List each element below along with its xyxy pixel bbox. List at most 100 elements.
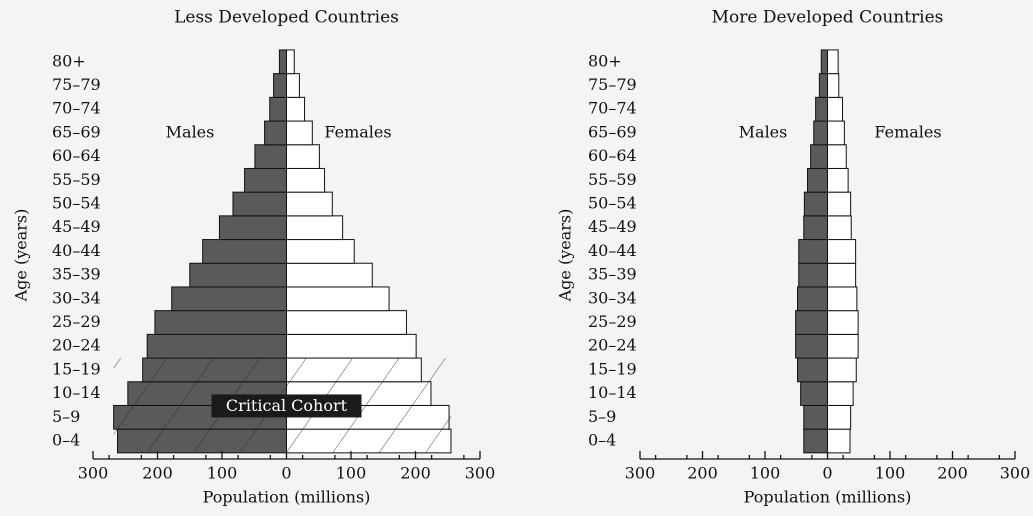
age-label: 0–4 [588, 431, 616, 450]
bar [800, 381, 828, 406]
age-label: 55–59 [588, 170, 637, 189]
age-label: 5–9 [52, 407, 80, 426]
bar [286, 96, 306, 122]
age-label: 65–69 [588, 122, 637, 141]
age-label: 40–44 [52, 241, 101, 260]
bar [827, 167, 849, 193]
bar [286, 120, 313, 146]
bar [827, 310, 859, 335]
y-axis-label: Age (years) [556, 209, 575, 303]
age-label: 0–4 [52, 431, 80, 450]
bar [827, 428, 851, 454]
x-tick-label: 200 [937, 464, 968, 483]
bar [827, 404, 852, 430]
bar [232, 191, 287, 217]
x-axis-label: Population (millions) [744, 488, 912, 507]
bar [810, 144, 828, 169]
x-tick-label: 100 [875, 464, 906, 483]
age-label: 30–34 [588, 288, 637, 307]
age-label: 80+ [588, 51, 622, 70]
age-label: 60–64 [52, 146, 101, 165]
bar [827, 262, 857, 288]
bar [827, 96, 843, 122]
bar [286, 333, 417, 359]
age-label: 20–24 [588, 336, 637, 355]
annotation-box [211, 394, 362, 418]
bar [154, 310, 287, 335]
bar [820, 49, 828, 75]
age-label: 70–74 [588, 99, 637, 118]
bar [798, 239, 828, 264]
bar [795, 310, 828, 335]
age-label: 20–24 [52, 336, 101, 355]
age-label: 25–29 [588, 312, 637, 331]
age-label: 35–39 [52, 265, 101, 284]
x-tick-label: 200 [687, 464, 718, 483]
bar [278, 49, 287, 75]
bar [286, 310, 407, 335]
age-label: 55–59 [52, 170, 101, 189]
bar [286, 49, 295, 75]
bar [827, 215, 852, 241]
bar [286, 144, 320, 169]
age-label: 10–14 [52, 383, 101, 402]
bar [286, 215, 344, 241]
bar [795, 333, 828, 359]
bar [286, 167, 326, 193]
chart-title: Less Developed Countries [174, 8, 399, 28]
age-label: 50–54 [52, 194, 101, 213]
age-label: 60–64 [588, 146, 637, 165]
age-label: 40–44 [588, 241, 637, 260]
bar [815, 96, 828, 122]
x-tick-label: 100 [750, 464, 781, 483]
annotation: Critical Cohort [226, 396, 348, 415]
x-tick-label: 300 [78, 464, 109, 483]
bar [827, 286, 858, 312]
x-axis-label: Population (millions) [203, 488, 371, 507]
age-label: 75–79 [588, 75, 637, 94]
series-label: Females [324, 123, 391, 142]
age-label: 10–14 [588, 383, 637, 402]
bar [244, 167, 287, 193]
x-tick-label: 200 [142, 464, 173, 483]
bar [803, 428, 828, 454]
bar [827, 144, 847, 169]
age-label: 15–19 [588, 359, 637, 378]
bar [146, 333, 287, 359]
y-axis-label: Age (years) [12, 209, 31, 303]
bar [827, 191, 852, 217]
age-label: 15–19 [52, 359, 101, 378]
age-label: 75–79 [52, 75, 101, 94]
bar [827, 239, 857, 264]
x-tick-label: 100 [336, 464, 367, 483]
age-label: 35–39 [588, 265, 637, 284]
bar [807, 167, 828, 193]
bar [264, 120, 288, 146]
bar [797, 286, 828, 312]
bar [286, 262, 373, 288]
bar [827, 381, 854, 406]
age-label: 45–49 [588, 217, 637, 236]
x-tick-label: 300 [1000, 464, 1031, 483]
bar [286, 239, 355, 264]
bar [827, 357, 857, 383]
series-label: Males [166, 123, 215, 142]
bar [202, 239, 287, 264]
x-tick-label: 300 [625, 464, 656, 483]
age-label: 80+ [52, 51, 86, 70]
bar [798, 262, 828, 288]
x-tick-label: 0 [281, 464, 291, 483]
bar [218, 215, 287, 241]
bar [286, 191, 333, 217]
bar [286, 73, 300, 98]
age-label: 65–69 [52, 122, 101, 141]
x-tick-label: 200 [400, 464, 431, 483]
chart-title: More Developed Countries [712, 8, 944, 28]
bar [254, 144, 288, 169]
bar [827, 120, 845, 146]
bar [818, 73, 828, 98]
bar [189, 262, 287, 288]
x-tick-label: 0 [822, 464, 832, 483]
x-tick-label: 300 [465, 464, 496, 483]
